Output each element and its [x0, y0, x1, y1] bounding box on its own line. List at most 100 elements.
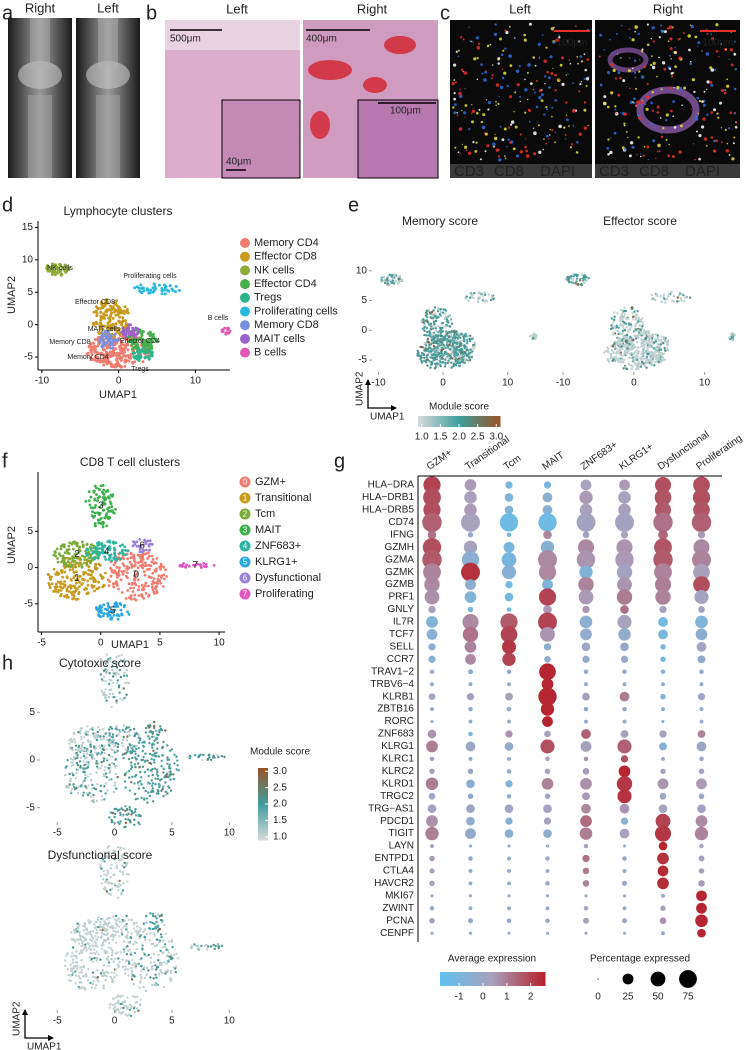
cell-point	[116, 558, 119, 561]
fluorescent-spot	[530, 82, 533, 85]
legend-label: B cells	[254, 347, 287, 359]
cell-point	[103, 348, 106, 351]
dot	[582, 643, 591, 652]
cell-point	[133, 360, 136, 363]
cell-point	[72, 585, 75, 588]
dot	[657, 878, 669, 890]
cell-point	[629, 348, 631, 350]
cell-point	[126, 568, 129, 571]
cell-point	[630, 323, 632, 325]
cell-point	[166, 773, 168, 775]
fluorescent-spot	[503, 72, 506, 75]
cell-point	[660, 295, 662, 297]
cell-point	[162, 574, 165, 577]
dot	[505, 581, 512, 588]
cell-point	[68, 552, 71, 555]
fluorescent-spot	[501, 53, 504, 56]
x-tick-label: 0	[116, 376, 122, 387]
fluorescent-spot	[563, 126, 565, 128]
fluorescent-spot	[624, 148, 627, 151]
gene-label: HAVCR2	[374, 878, 414, 889]
cell-point	[437, 345, 439, 347]
fluorescent-spot	[672, 100, 675, 103]
fluorescent-spot	[513, 148, 516, 151]
cell-point	[100, 790, 102, 792]
cell-point	[631, 306, 633, 308]
cell-point	[155, 738, 157, 740]
fluorescent-spot	[673, 51, 675, 53]
cell-point	[97, 521, 100, 524]
cell-point	[442, 358, 444, 360]
cell-point	[120, 331, 123, 334]
cell-point	[97, 726, 99, 728]
cell-point	[145, 727, 147, 729]
cell-point	[118, 574, 121, 577]
fluorescent-spot	[492, 74, 494, 76]
cell-point	[381, 277, 383, 279]
cell-point	[115, 702, 117, 704]
dot	[583, 868, 590, 875]
dot	[507, 682, 511, 686]
cell-point	[130, 553, 133, 556]
cell-point	[155, 589, 158, 592]
dot	[620, 804, 630, 814]
fluorescent-spot	[506, 146, 507, 147]
cell-point	[624, 329, 626, 331]
cell-point	[142, 330, 145, 333]
cell-point	[119, 603, 122, 606]
dot	[507, 869, 511, 873]
dot	[507, 533, 512, 538]
dot	[507, 707, 512, 712]
cell-point	[641, 325, 643, 327]
cell-point	[130, 745, 132, 747]
cell-point	[658, 361, 660, 363]
cell-point	[145, 731, 147, 733]
cell-point	[94, 568, 97, 571]
fluorescent-spot	[502, 138, 505, 141]
cell-point	[127, 818, 129, 820]
cell-point	[635, 318, 637, 320]
dot	[661, 682, 665, 686]
cell-point	[148, 594, 151, 597]
cell-point	[98, 745, 100, 747]
fluorescent-spot	[495, 105, 497, 107]
cell-point	[129, 809, 131, 811]
legend-label: Memory CD8	[254, 319, 319, 331]
cell-point	[134, 327, 137, 330]
cell-point	[103, 785, 105, 787]
fluorescent-spot	[674, 47, 676, 49]
cell-point	[482, 295, 484, 297]
cell-point	[146, 802, 148, 804]
fluorescent-spot	[693, 91, 695, 93]
cell-point	[101, 795, 103, 797]
cell-point	[131, 757, 133, 759]
cell-point	[96, 783, 98, 785]
cell-point	[108, 336, 111, 339]
cell-point	[437, 334, 439, 336]
cell-point	[657, 334, 659, 336]
cell-point	[121, 570, 124, 573]
cell-point	[70, 778, 72, 780]
cell-point	[449, 325, 451, 327]
cell-point	[69, 783, 71, 785]
cell-point	[635, 363, 637, 365]
cell-point	[683, 300, 685, 302]
cell-point	[164, 729, 166, 731]
fluorescent-spot	[477, 46, 481, 50]
cell-point	[108, 779, 110, 781]
cell-point	[139, 560, 142, 563]
fluorescent-spot	[465, 88, 466, 89]
cell-point	[660, 360, 662, 362]
cell-point	[619, 332, 621, 334]
dot	[617, 589, 632, 604]
cell-point	[135, 599, 138, 602]
cell-point	[130, 781, 132, 783]
cell-point	[655, 333, 657, 335]
cell-point	[137, 588, 140, 591]
fluorescent-spot	[731, 64, 734, 67]
cell-point	[126, 550, 129, 553]
cell-point	[187, 756, 189, 758]
cell-point	[64, 584, 67, 587]
cell-point	[147, 775, 149, 777]
gene-label: LAYN	[389, 841, 414, 852]
